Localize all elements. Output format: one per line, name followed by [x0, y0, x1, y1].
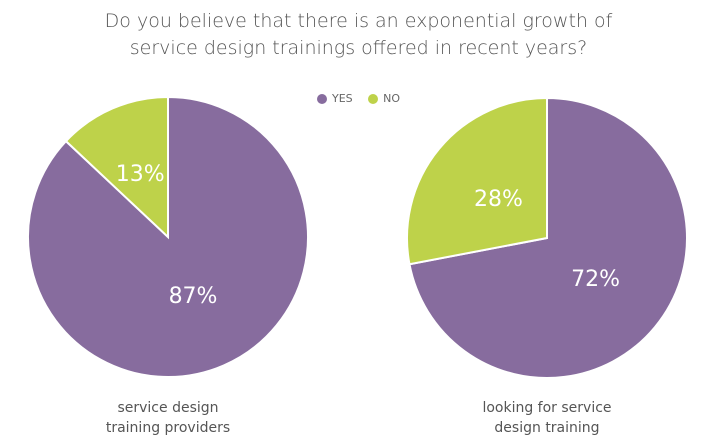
caption-left: service design training providers	[48, 398, 288, 438]
title-line: Do you believe that there is an exponent…	[104, 10, 613, 32]
chart-title: Do you believe that there is an exponent…	[0, 8, 717, 62]
caption-line: training providers	[105, 420, 231, 436]
caption-right: looking for service design training	[427, 398, 667, 438]
data-label: 87%	[169, 284, 218, 309]
legend-swatch	[368, 93, 379, 104]
caption-line: looking for service	[482, 400, 612, 416]
legend-label: YES	[331, 92, 353, 105]
title-line: service design trainings offered in rece…	[129, 37, 588, 59]
pie-slice-yes	[408, 96, 688, 379]
legend: YES NO	[0, 92, 717, 107]
caption-line: service design	[117, 400, 219, 416]
pie-slice-no	[64, 95, 169, 240]
data-label: 28%	[474, 187, 523, 212]
legend-item-no: NO	[368, 92, 400, 105]
legend-swatch	[316, 93, 327, 104]
legend-label: NO	[383, 92, 401, 105]
data-label: 72%	[571, 267, 620, 292]
pie-slice-no	[406, 96, 548, 266]
data-label: 13%	[116, 162, 165, 187]
legend-item-yes: YES	[316, 92, 353, 105]
caption-line: design training	[494, 420, 600, 436]
